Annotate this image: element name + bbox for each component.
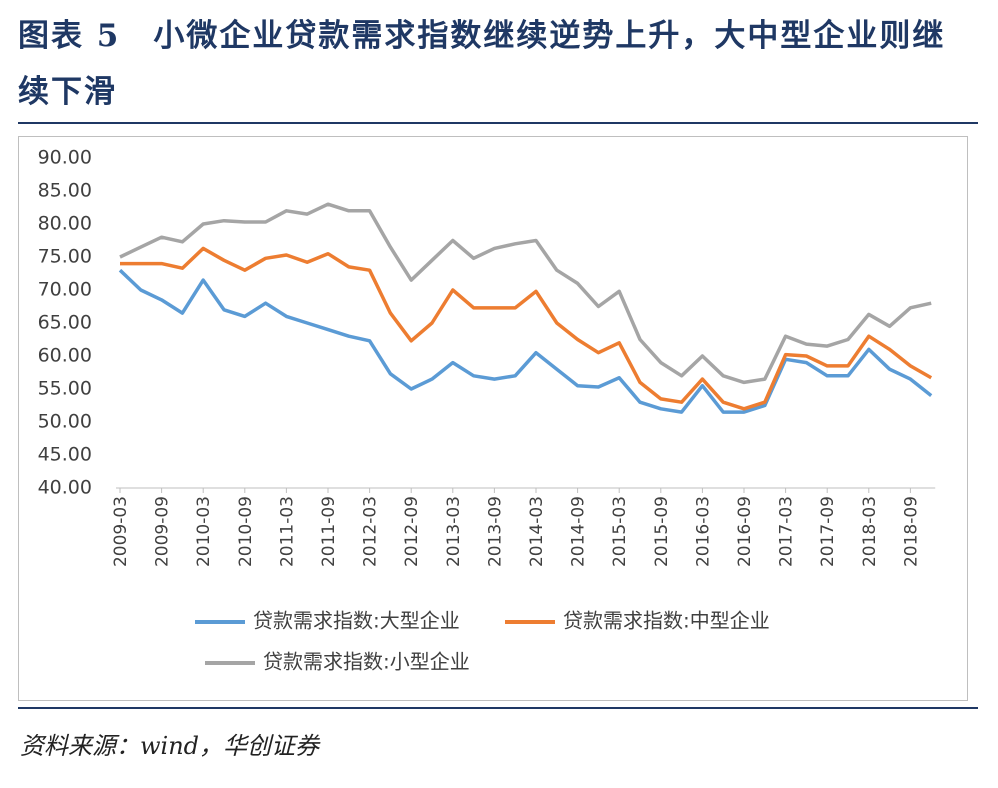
y-tick-label: 65.00 [38, 312, 92, 334]
y-tick-label: 50.00 [38, 411, 92, 433]
y-tick-label: 55.00 [38, 378, 92, 400]
x-tick-label: 2016-09 [735, 496, 755, 567]
x-tick-label: 2015-09 [652, 496, 672, 567]
x-tick-label: 2012-09 [402, 496, 422, 567]
x-tick-label: 2013-03 [444, 496, 464, 567]
line-series [119, 202, 932, 385]
x-tick-label: 2011-09 [319, 496, 339, 567]
x-tick-label: 2018-03 [860, 496, 880, 567]
y-tick-label: 90.00 [38, 147, 92, 169]
y-tick-label: 40.00 [38, 477, 92, 499]
line-series [118, 268, 933, 414]
x-tick-label: 2009-03 [111, 496, 131, 567]
x-tick-label: 2013-09 [485, 496, 505, 567]
x-tick-label: 2017-09 [818, 496, 838, 567]
x-tick-label: 2011-03 [277, 496, 297, 567]
x-tick-label: 2009-09 [153, 496, 173, 567]
chart-title: 图表 5 小微企业贷款需求指数继续逆势上升，大中型企业则继续下滑 [18, 18, 946, 110]
y-tick-label: 75.00 [38, 246, 92, 268]
y-tick-label: 80.00 [38, 213, 92, 235]
x-tick-label: 2017-03 [777, 496, 797, 567]
x-tick-label: 2016-03 [693, 496, 713, 567]
y-tick-label: 70.00 [38, 279, 92, 301]
source-note: 资料来源：wind，华创证券 [20, 732, 320, 760]
x-tick-label: 2010-03 [194, 496, 214, 567]
x-tick-label: 2014-09 [569, 496, 589, 567]
line-series [120, 246, 933, 411]
x-tick-label: 2010-09 [236, 496, 256, 567]
y-tick-label: 85.00 [38, 180, 92, 202]
x-tick-label: 2018-09 [901, 496, 921, 567]
chart-frame [18, 136, 968, 701]
legend-label: 贷款需求指数:大型企业 [253, 609, 460, 633]
y-tick-label: 45.00 [38, 444, 92, 466]
x-tick-label: 2012-03 [361, 496, 381, 567]
x-tick-label: 2015-03 [610, 496, 630, 567]
y-tick-label: 60.00 [38, 345, 92, 367]
legend-label: 贷款需求指数:小型企业 [263, 650, 470, 674]
legend-label: 贷款需求指数:中型企业 [563, 609, 770, 633]
x-tick-label: 2014-03 [527, 496, 547, 567]
